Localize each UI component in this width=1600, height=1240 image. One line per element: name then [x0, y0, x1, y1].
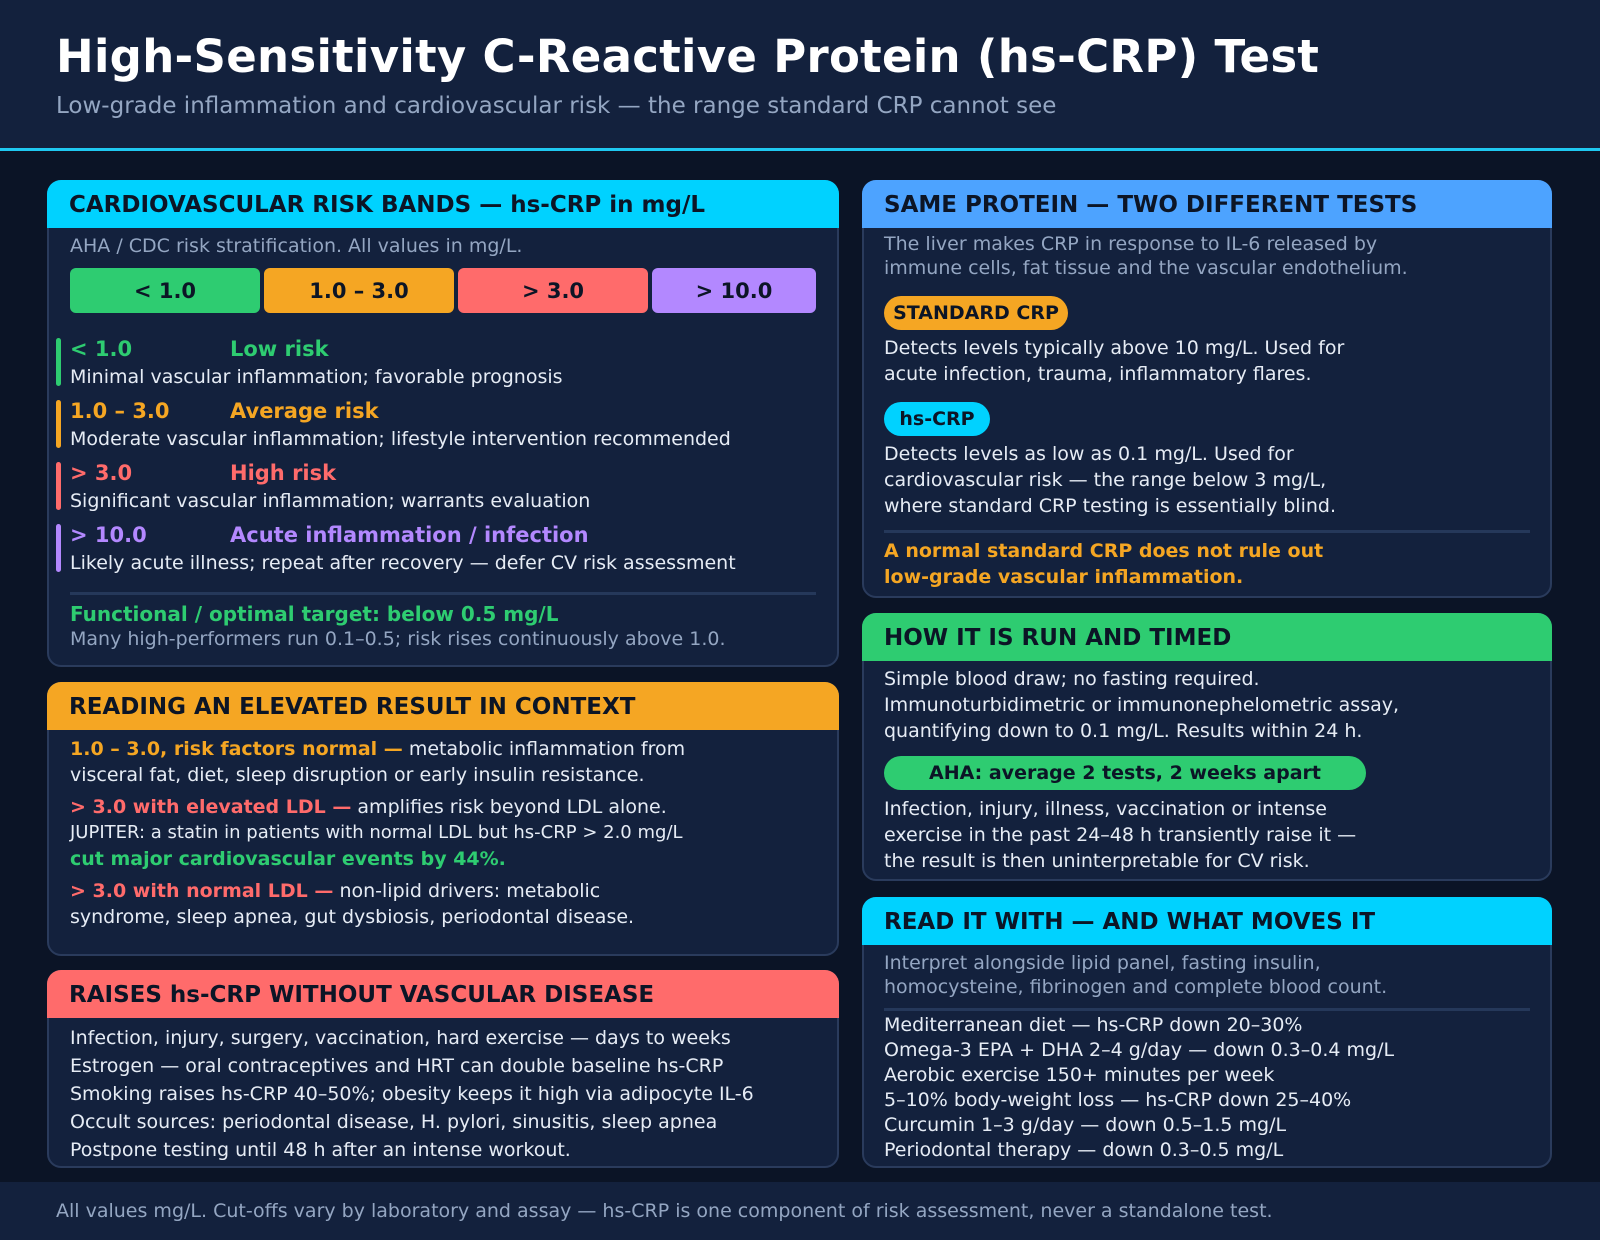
raises-line: Infection, injury, surgery, vaccination,… — [70, 1027, 731, 1049]
moves-intro-line1: Interpret alongside lipid panel, fasting… — [884, 952, 1321, 974]
risk-row-low-desc: Minimal vascular inflammation; favorable… — [70, 366, 563, 388]
protein-warning-line2: low-grade vascular inflammation. — [884, 566, 1244, 588]
hs-crp-line3: where standard CRP testing is essentiall… — [884, 495, 1336, 517]
context-p2-lead: > 3.0 with elevated LDL — — [70, 796, 352, 818]
optimal-target: Functional / optimal target: below 0.5 m… — [70, 602, 559, 626]
page-header: High-Sensitivity C-Reactive Protein (hs-… — [0, 0, 1600, 151]
risk-row-low-value: < 1.0 — [70, 337, 133, 361]
raises-line: Occult sources: periodontal disease, H. … — [70, 1111, 718, 1133]
risk-row-acute-desc: Likely acute illness; repeat after recov… — [70, 552, 736, 574]
hs-crp-line2: cardiovascular risk — the range below 3 … — [884, 469, 1327, 491]
standard-crp-badge: STANDARD CRP — [884, 296, 1068, 330]
band-high: > 3.0 — [458, 268, 648, 313]
timing-note-line1: Infection, injury, illness, vaccination … — [884, 798, 1327, 820]
context-p2-line3: cut major cardiovascular events by 44%. — [70, 848, 506, 870]
moves-line: Mediterranean diet — hs-CRP down 20–30% — [884, 1014, 1303, 1036]
protein-card: SAME PROTEIN — TWO DIFFERENT TESTS — [862, 180, 1552, 598]
moves-card: READ IT WITH — AND WHAT MOVES IT — [862, 897, 1552, 1168]
context-p2-line1: > 3.0 with elevated LDL — amplifies risk… — [70, 796, 667, 818]
risk-row-high-value: > 3.0 — [70, 461, 133, 485]
moves-line: Omega-3 EPA + DHA 2–4 g/day — down 0.3–0… — [884, 1039, 1395, 1061]
moves-intro-line2: homocysteine, fibrinogen and complete bl… — [884, 976, 1388, 998]
protein-intro-line2: immune cells, fat tissue and the vascula… — [884, 257, 1408, 279]
protein-divider — [884, 530, 1530, 533]
hs-crp-line1: Detects levels as low as 0.1 mg/L. Used … — [884, 443, 1294, 465]
moves-divider — [884, 1008, 1530, 1011]
moves-line: 5–10% body-weight loss — hs-CRP down 25–… — [884, 1089, 1352, 1111]
band-acute: > 10.0 — [652, 268, 816, 313]
page-subtitle: Low-grade inflammation and cardiovascula… — [56, 93, 1057, 119]
timing-note-line2: exercise in the past 24–48 h transiently… — [884, 824, 1357, 846]
protein-card-title: SAME PROTEIN — TWO DIFFERENT TESTS — [862, 180, 1552, 228]
protein-warning-line1: A normal standard CRP does not rule out — [884, 540, 1324, 562]
raises-line: Estrogen — oral contraceptives and HRT c… — [70, 1055, 724, 1077]
risk-bands-card-title: CARDIOVASCULAR RISK BANDS — hs-CRP in mg… — [47, 180, 839, 228]
risk-row-high-name: High risk — [230, 461, 337, 485]
risk-bands-intro: AHA / CDC risk stratification. All value… — [70, 235, 523, 257]
context-p3-line1: > 3.0 with normal LDL — non-lipid driver… — [70, 880, 600, 902]
context-p3-lead: > 3.0 with normal LDL — — [70, 880, 334, 902]
page-title: High-Sensitivity C-Reactive Protein (hs-… — [56, 30, 1320, 83]
optimal-target-note: Many high-performers run 0.1–0.5; risk r… — [70, 628, 726, 650]
moves-line: Aerobic exercise 150+ minutes per week — [884, 1064, 1275, 1086]
context-p3-line2: syndrome, sleep apnea, gut dysbiosis, pe… — [70, 906, 635, 928]
raises-card-title: RAISES hs-CRP WITHOUT VASCULAR DISEASE — [47, 970, 839, 1018]
timing-line3: quantifying down to 0.1 mg/L. Results wi… — [884, 720, 1363, 742]
standard-crp-line1: Detects levels typically above 10 mg/L. … — [884, 337, 1345, 359]
context-p2-rest: amplifies risk beyond LDL alone. — [351, 796, 667, 818]
raises-line: Smoking raises hs-CRP 40–50%; obesity ke… — [70, 1083, 754, 1105]
protein-intro-line1: The liver makes CRP in response to IL-6 … — [884, 233, 1378, 255]
risk-row-acute-name: Acute inflammation / infection — [230, 523, 589, 547]
moves-line: Periodontal therapy — down 0.3–0.5 mg/L — [884, 1139, 1284, 1161]
risk-row-high-desc: Significant vascular inflammation; warra… — [70, 490, 591, 512]
context-p1-line2: visceral fat, diet, sleep disruption or … — [70, 764, 645, 786]
context-p1-lead: 1.0 – 3.0, risk factors normal — — [70, 738, 403, 760]
aha-guideline-badge: AHA: average 2 tests, 2 weeks apart — [884, 756, 1366, 790]
risk-row-average-desc: Moderate vascular inflammation; lifestyl… — [70, 428, 731, 450]
context-card: READING AN ELEVATED RESULT IN CONTEXT — [47, 682, 839, 956]
timing-line1: Simple blood draw; no fasting required. — [884, 668, 1260, 690]
raises-card: RAISES hs-CRP WITHOUT VASCULAR DISEASE — [47, 970, 839, 1168]
timing-note-line3: the result is then uninterpretable for C… — [884, 850, 1310, 872]
standard-crp-line2: acute infection, trauma, inflammatory fl… — [884, 363, 1312, 385]
risk-divider — [70, 592, 816, 595]
risk-row-average-marker — [56, 400, 61, 448]
risk-row-acute-marker — [56, 524, 61, 572]
risk-row-low-marker — [56, 338, 61, 386]
timing-card-title: HOW IT IS RUN AND TIMED — [862, 613, 1552, 661]
context-p1-rest: metabolic inflammation from — [402, 738, 686, 760]
moves-card-title: READ IT WITH — AND WHAT MOVES IT — [862, 897, 1552, 945]
risk-row-acute-value: > 10.0 — [70, 523, 147, 547]
risk-row-high-marker — [56, 462, 61, 510]
page-footer: All values mg/L. Cut-offs vary by labora… — [0, 1182, 1600, 1240]
footer-note: All values mg/L. Cut-offs vary by labora… — [56, 1200, 1273, 1222]
moves-line: Curcumin 1–3 g/day — down 0.5–1.5 mg/L — [884, 1114, 1287, 1136]
timing-card: HOW IT IS RUN AND TIMED — [862, 613, 1552, 881]
context-p1-line1: 1.0 – 3.0, risk factors normal — metabol… — [70, 738, 685, 760]
context-card-title: READING AN ELEVATED RESULT IN CONTEXT — [47, 682, 839, 730]
risk-row-average-name: Average risk — [230, 399, 379, 423]
context-p3-rest: non-lipid drivers: metabolic — [333, 880, 601, 902]
hs-crp-badge: hs-CRP — [884, 402, 990, 436]
band-low: < 1.0 — [70, 268, 260, 313]
timing-line2: Immunoturbidimetric or immunonephelometr… — [884, 694, 1400, 716]
risk-bands-card: CARDIOVASCULAR RISK BANDS — hs-CRP in mg… — [47, 180, 839, 667]
band-average: 1.0 – 3.0 — [264, 268, 454, 313]
context-p2-line2: JUPITER: a statin in patients with norma… — [70, 822, 683, 843]
risk-row-low-name: Low risk — [230, 337, 329, 361]
risk-row-average-value: 1.0 – 3.0 — [70, 399, 170, 423]
raises-line: Postpone testing until 48 h after an int… — [70, 1139, 571, 1161]
